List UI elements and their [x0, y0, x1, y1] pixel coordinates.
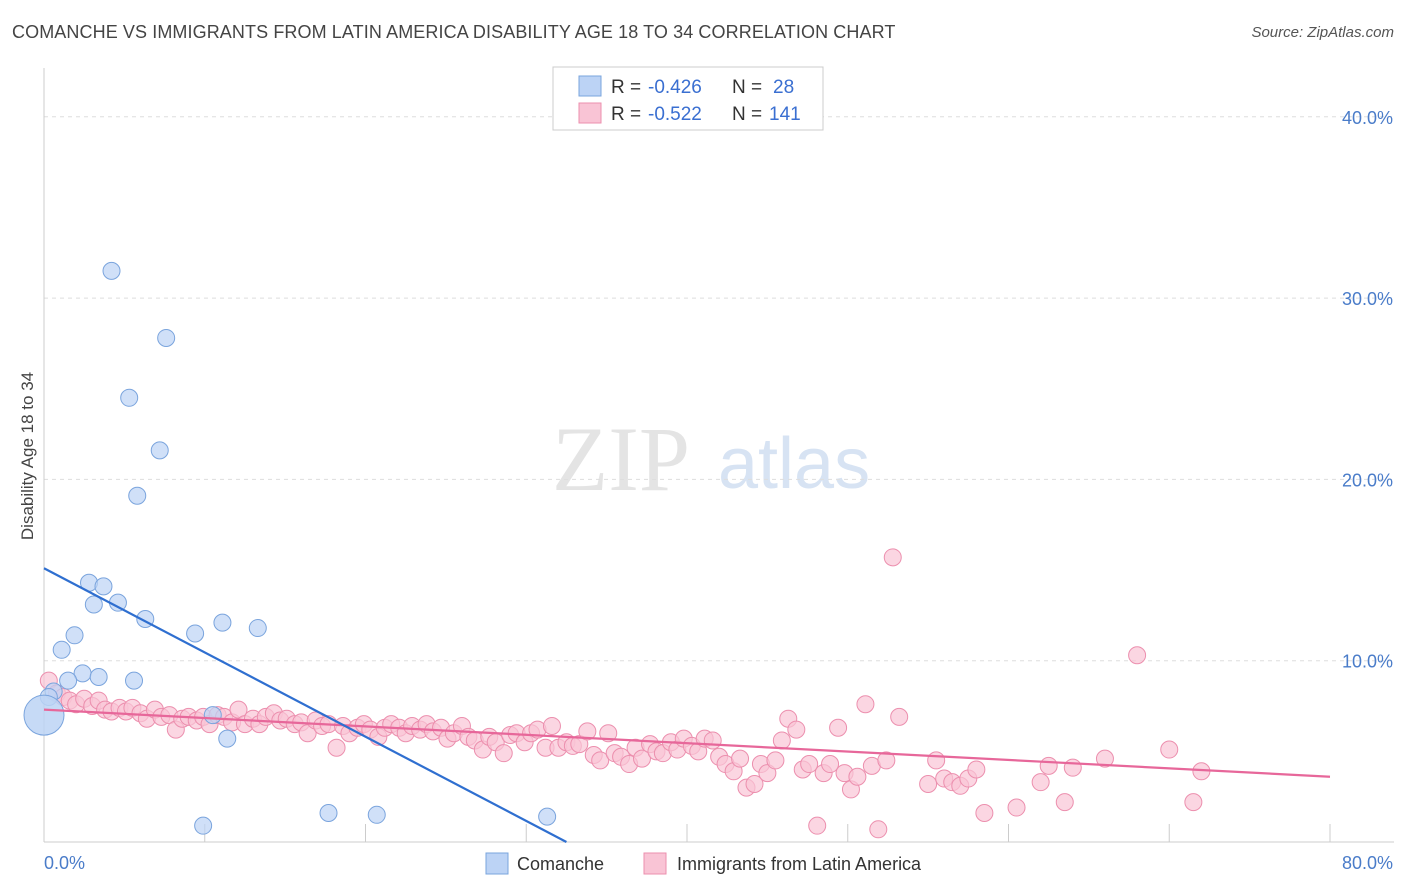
series-legend: Comanche Immigrants from Latin America [485, 852, 922, 875]
grid [44, 116, 1394, 662]
watermark-zip: ZIP [552, 408, 690, 510]
latin-america-point [927, 751, 946, 770]
latin-america-point [975, 803, 994, 822]
latin-america-point [703, 731, 722, 750]
latin-america-point [570, 735, 589, 754]
legend-r-value-latin: -0.522 [648, 104, 702, 125]
latin-america-point [829, 718, 848, 737]
latin-america-point [919, 774, 938, 793]
trend-lines [43, 567, 1331, 843]
latin-america-point [298, 724, 317, 743]
legend-n-value-comanche: 28 [773, 77, 794, 98]
y-tick-labels: 10.0% 20.0% 30.0% 40.0% [1342, 108, 1393, 672]
comanche-point [23, 694, 65, 736]
latin-america-point [1128, 646, 1147, 665]
y-tick-label: 20.0% [1342, 470, 1393, 490]
latin-america-point [1007, 798, 1026, 817]
latin-america-point [766, 751, 785, 770]
latin-america-point [758, 764, 777, 783]
latin-america-point [1031, 773, 1050, 792]
latin-america-point [1063, 758, 1082, 777]
chart-title: COMANCHE VS IMMIGRANTS FROM LATIN AMERIC… [12, 22, 896, 42]
latin-america-point [967, 760, 986, 779]
comanche-point [150, 441, 169, 460]
comanche-trend-line [43, 567, 567, 843]
comanche-point [102, 261, 121, 280]
latin-america-point [591, 751, 610, 770]
latin-america-point [772, 731, 791, 750]
legend-n-label-latin: N = [732, 104, 762, 125]
y-tick-label: 30.0% [1342, 289, 1393, 309]
latin-america-point [542, 716, 561, 735]
comanche-point [319, 803, 338, 822]
comanche-point [89, 668, 108, 687]
latin-america-point [1184, 793, 1203, 812]
comanche-point [186, 624, 205, 643]
correlation-legend: R = -0.426 N = 28 R = -0.522 N = 141 [552, 66, 824, 131]
legend-r-label-latin: R = [611, 104, 641, 125]
latin-america-point [745, 774, 764, 793]
comanche-point [128, 486, 147, 505]
latin-america-point [599, 724, 618, 743]
latin-america-point [1160, 740, 1179, 759]
latin-america-point [1039, 756, 1058, 775]
comanche-point [52, 640, 71, 659]
latin-america-point [869, 820, 888, 839]
legend-r-label-comanche: R = [611, 77, 641, 98]
comanche-point [84, 595, 103, 614]
latin-america-point [327, 738, 346, 757]
comanche-point [367, 805, 386, 824]
watermark-atlas: atlas [718, 424, 870, 504]
x-tick-marks [204, 824, 1331, 842]
comanche-point [248, 619, 267, 638]
series-legend-label-latin: Immigrants from Latin America [677, 854, 922, 874]
legend-swatch-comanche [578, 75, 602, 97]
latin-america-point [821, 755, 840, 774]
legend-n-value-latin: 141 [769, 104, 801, 125]
comanche-point [120, 388, 139, 407]
latin-america-point [1055, 793, 1074, 812]
latin-america-point [883, 548, 902, 567]
latin-america-point [494, 744, 513, 763]
comanche-point [59, 671, 78, 690]
latin-america-point [856, 695, 875, 714]
series-legend-swatch-comanche [485, 852, 509, 875]
latin-america-point [800, 755, 819, 774]
source-credit: Source: ZipAtlas.com [1251, 24, 1394, 41]
comanche-point [213, 613, 232, 632]
comanche-point [194, 816, 213, 835]
latin-america-point [848, 767, 867, 786]
series-legend-label-comanche: Comanche [517, 854, 604, 874]
comanche-point [157, 328, 176, 347]
comanche-point [94, 577, 113, 596]
legend-swatch-latin [578, 102, 602, 124]
latin-america-point [877, 751, 896, 770]
latin-america-point [578, 722, 597, 741]
y-axis-title: Disability Age 18 to 34 [18, 372, 37, 540]
latin-america-point [787, 720, 806, 739]
comanche-point [218, 729, 237, 748]
x-tick-label-max: 80.0% [1342, 853, 1393, 873]
comanche-points [23, 261, 557, 835]
comanche-point [125, 671, 144, 690]
comanche-point [538, 807, 557, 826]
latin-america-point [632, 749, 651, 768]
x-tick-label-min: 0.0% [44, 853, 85, 873]
legend-n-label-comanche: N = [732, 77, 762, 98]
y-tick-label: 40.0% [1342, 108, 1393, 128]
series-legend-swatch-latin [643, 852, 667, 875]
latin-america-point [1095, 749, 1114, 768]
latin-america-point [808, 816, 827, 835]
latin-america-points [39, 548, 1211, 839]
comanche-point [203, 706, 222, 725]
latin-america-point [890, 707, 909, 726]
comanche-point [65, 626, 84, 645]
y-tick-label: 10.0% [1342, 652, 1393, 672]
legend-r-value-comanche: -0.426 [648, 77, 702, 98]
latin-america-point [731, 749, 750, 768]
latin-america-trend-line [43, 708, 1331, 778]
